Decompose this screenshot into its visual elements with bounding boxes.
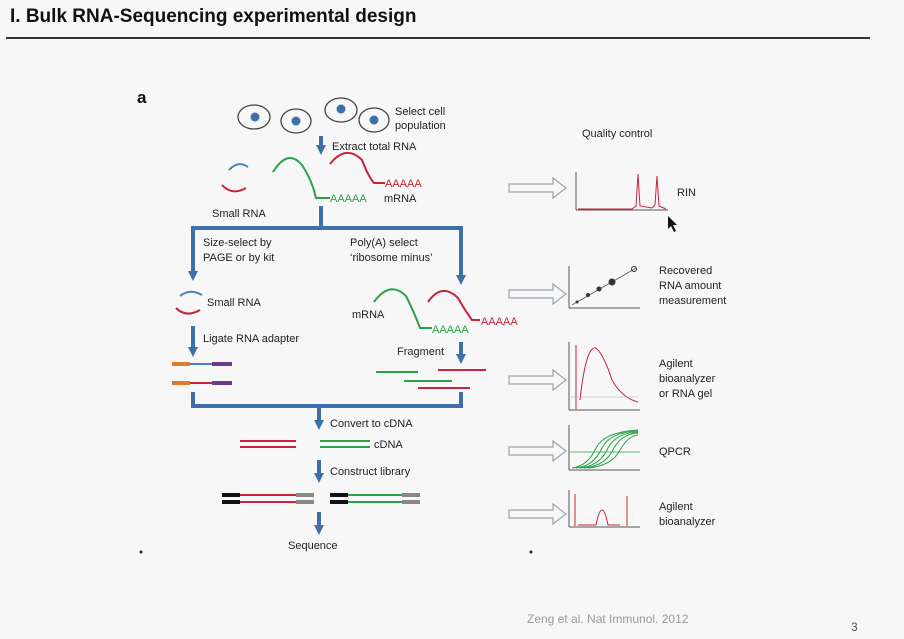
citation: Zeng et al. Nat Immunol. 2012 <box>527 612 689 626</box>
rin-plot <box>575 172 668 211</box>
mrna-strands <box>373 288 480 329</box>
bioanalyzer-gel-label-2: bioanalyzer <box>659 373 716 385</box>
qpcr-label: QPCR <box>659 446 691 458</box>
convert-label: Convert to cDNA <box>330 418 413 430</box>
size-select-label-2: PAGE or by kit <box>203 252 274 264</box>
cdna-strands <box>240 440 370 448</box>
recovered-label-2: RNA amount <box>659 280 721 292</box>
bioanalyzer-gel-plot <box>568 342 640 411</box>
merge-arrows <box>191 392 463 430</box>
ligate-label: Ligate RNA adapter <box>203 333 299 345</box>
small-rna-label-top: Small RNA <box>212 208 266 220</box>
bioanalyzer-gel-label-1: Agilent <box>659 358 693 370</box>
mrna-label: mRNA <box>352 309 385 321</box>
page-number: 3 <box>851 620 858 634</box>
select-cell-label-1: Select cell <box>395 106 445 118</box>
select-cell-label-2: population <box>395 120 446 132</box>
polya-select-label-1: Poly(A) select <box>350 237 418 249</box>
mrna-polya-green: AAAAA <box>432 324 469 336</box>
polya-label-red: AAAAA <box>385 178 422 190</box>
qc-hollow-arrows <box>508 176 567 526</box>
recovered-plot <box>568 266 640 309</box>
qc-header: Quality control <box>582 128 652 140</box>
title-divider <box>6 37 870 39</box>
dot-marker-right <box>529 550 533 554</box>
adapter-ligated-rna <box>172 362 232 385</box>
small-rna-strands <box>175 290 203 315</box>
fragment-label: Fragment <box>397 346 444 358</box>
mrna-polya-red: AAAAA <box>481 316 518 328</box>
dot-marker-left <box>139 550 143 554</box>
recovered-label-1: Recovered <box>659 265 712 277</box>
panel-label: a <box>137 88 147 107</box>
bioanalyzer-label-1: Agilent <box>659 501 693 513</box>
bioanalyzer-gel-label-3: or RNA gel <box>659 388 712 400</box>
total-rna-strands <box>221 152 385 199</box>
size-select-label-1: Size-select by <box>203 237 272 249</box>
branch-arrows <box>188 206 466 285</box>
rin-label: RIN <box>677 187 696 199</box>
fragmented-rna <box>376 369 486 389</box>
mouse-cursor-icon <box>668 216 677 232</box>
library-fragments <box>222 493 420 504</box>
polya-select-label-2: ‘ribosome minus’ <box>350 252 433 264</box>
construct-label: Construct library <box>330 466 411 478</box>
polya-label-green: AAAAA <box>330 193 367 205</box>
extract-label: Extract total RNA <box>332 141 417 153</box>
bioanalyzer-label-2: bioanalyzer <box>659 516 716 528</box>
sequence-label: Sequence <box>288 540 338 552</box>
small-rna-label: Small RNA <box>207 297 261 309</box>
bioanalyzer-plot <box>568 490 640 528</box>
qpcr-plot <box>568 425 640 471</box>
recovered-label-3: measurement <box>659 295 726 307</box>
cdna-label: cDNA <box>374 439 403 451</box>
cell-population-icon <box>237 97 390 134</box>
slide-title: I. Bulk RNA-Sequencing experimental desi… <box>10 6 417 27</box>
mrna-label-top: mRNA <box>384 193 417 205</box>
